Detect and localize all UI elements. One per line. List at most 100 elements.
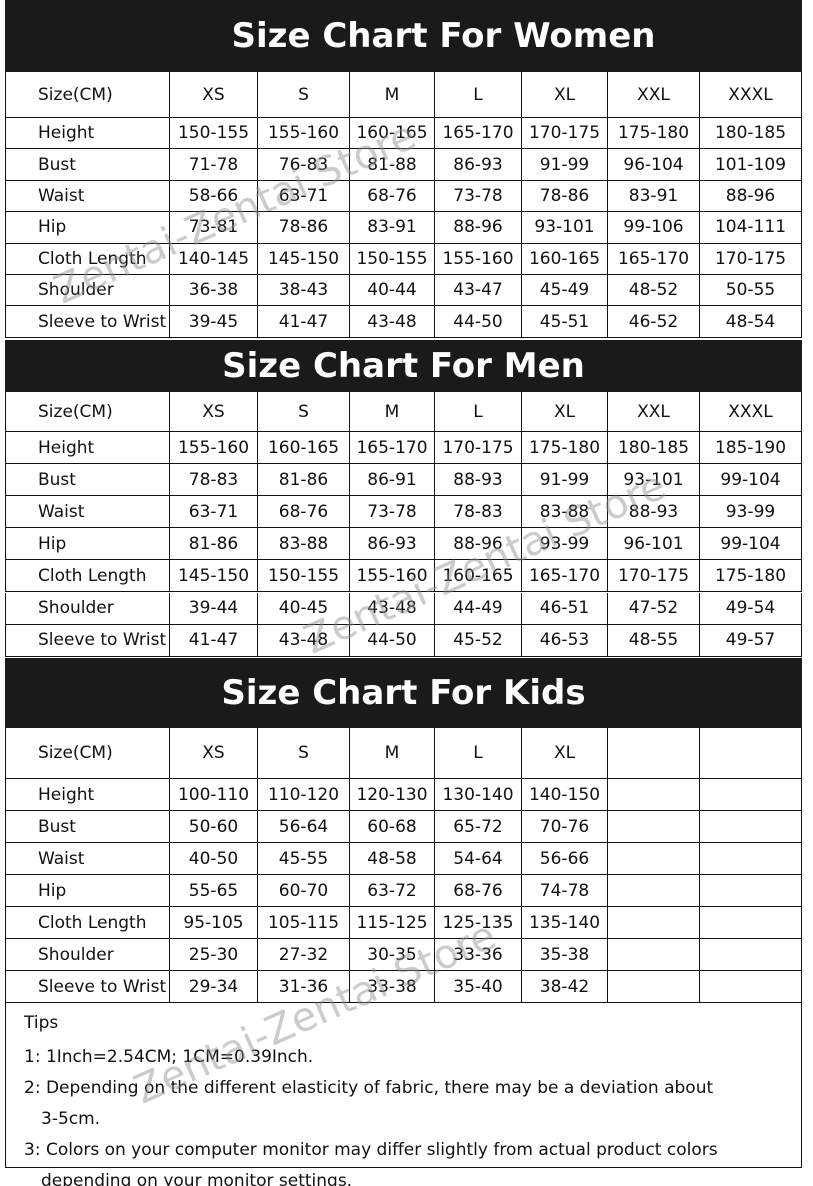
table-cell: 86-93 [435, 149, 522, 181]
table-cell: 41-47 [258, 306, 350, 338]
table-cell: 43-48 [258, 624, 350, 657]
table-cell: 105-115 [258, 907, 350, 939]
empty-cell [700, 939, 802, 971]
table-cell: 140-145 [170, 243, 258, 275]
empty-cell [608, 907, 700, 939]
table-cell: 88-93 [608, 496, 700, 529]
table-cell: 185-190 [700, 432, 802, 465]
table-cell: 140-150 [522, 779, 608, 811]
table-cell: 45-49 [522, 275, 608, 307]
table-cell: 81-86 [170, 528, 258, 561]
table-cell: 165-170 [608, 243, 700, 275]
table-cell: 155-160 [350, 560, 435, 593]
table-cell: 120-130 [350, 779, 435, 811]
header-cell: XXXL [700, 72, 802, 118]
table-cell: 95-105 [170, 907, 258, 939]
header-cell: S [258, 728, 350, 779]
table-cell: 55-65 [170, 875, 258, 907]
table-cell: 76-83 [258, 149, 350, 181]
table-cell: 54-64 [435, 843, 522, 875]
row-label: Hip [5, 875, 170, 907]
women-title: Size Chart For Women [5, 0, 802, 72]
row-label: Sleeve to Wrist [5, 306, 170, 338]
table-cell: 68-76 [258, 496, 350, 529]
table-cell: 125-135 [435, 907, 522, 939]
header-cell: Size(CM) [5, 728, 170, 779]
row-label: Height [5, 432, 170, 465]
empty-cell [700, 779, 802, 811]
table-cell: 78-86 [258, 212, 350, 244]
tip: 2: Depending on the different elasticity… [24, 1078, 714, 1129]
table-cell: 38-42 [522, 971, 608, 1003]
table-cell: 83-88 [258, 528, 350, 561]
header-cell: XS [170, 72, 258, 118]
header-cell: XL [522, 72, 608, 118]
header-cell: Size(CM) [5, 72, 170, 118]
table-cell: 27-32 [258, 939, 350, 971]
table-cell: 155-160 [258, 118, 350, 150]
table-cell: 88-96 [435, 528, 522, 561]
header-cell: XL [522, 728, 608, 779]
table-cell: 47-52 [608, 592, 700, 625]
table-cell: 165-170 [350, 432, 435, 465]
empty-cell [700, 843, 802, 875]
row-label: Shoulder [5, 275, 170, 307]
table-cell: 93-99 [522, 528, 608, 561]
table-cell: 60-68 [350, 811, 435, 843]
table-cell: 41-47 [170, 624, 258, 657]
row-label: Waist [5, 496, 170, 529]
row-label: Sleeve to Wrist [5, 624, 170, 657]
table-cell: 115-125 [350, 907, 435, 939]
table-cell: 130-140 [435, 779, 522, 811]
table-cell: 49-57 [700, 624, 802, 657]
tip: 1: 1Inch=2.54CM; 1CM=0.39Inch. [24, 1047, 314, 1067]
table-cell: 160-165 [350, 118, 435, 150]
table-cell: 49-54 [700, 592, 802, 625]
row-label: Bust [5, 464, 170, 497]
table-cell: 48-54 [700, 306, 802, 338]
table-cell: 155-160 [435, 243, 522, 275]
table-cell: 150-155 [170, 118, 258, 150]
table-cell: 88-93 [435, 464, 522, 497]
table-cell: 83-91 [350, 212, 435, 244]
row-label: Waist [5, 843, 170, 875]
row-label: Shoulder [5, 939, 170, 971]
table-cell: 104-111 [700, 212, 802, 244]
row-label: Shoulder [5, 592, 170, 625]
table-cell: 145-150 [258, 243, 350, 275]
tips-title: Tips [24, 1013, 59, 1033]
table-cell: 83-88 [522, 496, 608, 529]
table-cell: 30-35 [350, 939, 435, 971]
table-cell: 48-55 [608, 624, 700, 657]
table-cell: 43-48 [350, 592, 435, 625]
header-cell: M [350, 392, 435, 432]
table-cell: 165-170 [522, 560, 608, 593]
table-cell: 40-45 [258, 592, 350, 625]
table-cell: 56-66 [522, 843, 608, 875]
table-cell: 39-45 [170, 306, 258, 338]
table-cell: 71-78 [170, 149, 258, 181]
header-cell: M [350, 72, 435, 118]
empty-cell [608, 971, 700, 1003]
header-cell: XS [170, 728, 258, 779]
row-label: Cloth Length [5, 560, 170, 593]
men-title: Size Chart For Men [5, 340, 802, 392]
table-cell: 88-96 [700, 180, 802, 213]
row-label: Bust [5, 811, 170, 843]
table-cell: 93-99 [700, 496, 802, 529]
table-cell: 68-76 [350, 180, 435, 213]
tips-box: Tips 1: 1Inch=2.54CM; 1CM=0.39Inch. 2: D… [5, 1003, 802, 1186]
table-cell: 63-71 [170, 496, 258, 529]
table-cell: 43-47 [435, 275, 522, 307]
table-cell: 48-58 [350, 843, 435, 875]
table-cell: 65-72 [435, 811, 522, 843]
table-cell: 175-180 [700, 560, 802, 593]
row-label: Cloth Length [5, 907, 170, 939]
table-cell: 93-101 [522, 212, 608, 244]
table-cell: 81-88 [350, 149, 435, 181]
table-cell: 50-60 [170, 811, 258, 843]
table-cell: 93-101 [608, 464, 700, 497]
table-cell: 78-83 [435, 496, 522, 529]
table-cell: 44-50 [435, 306, 522, 338]
